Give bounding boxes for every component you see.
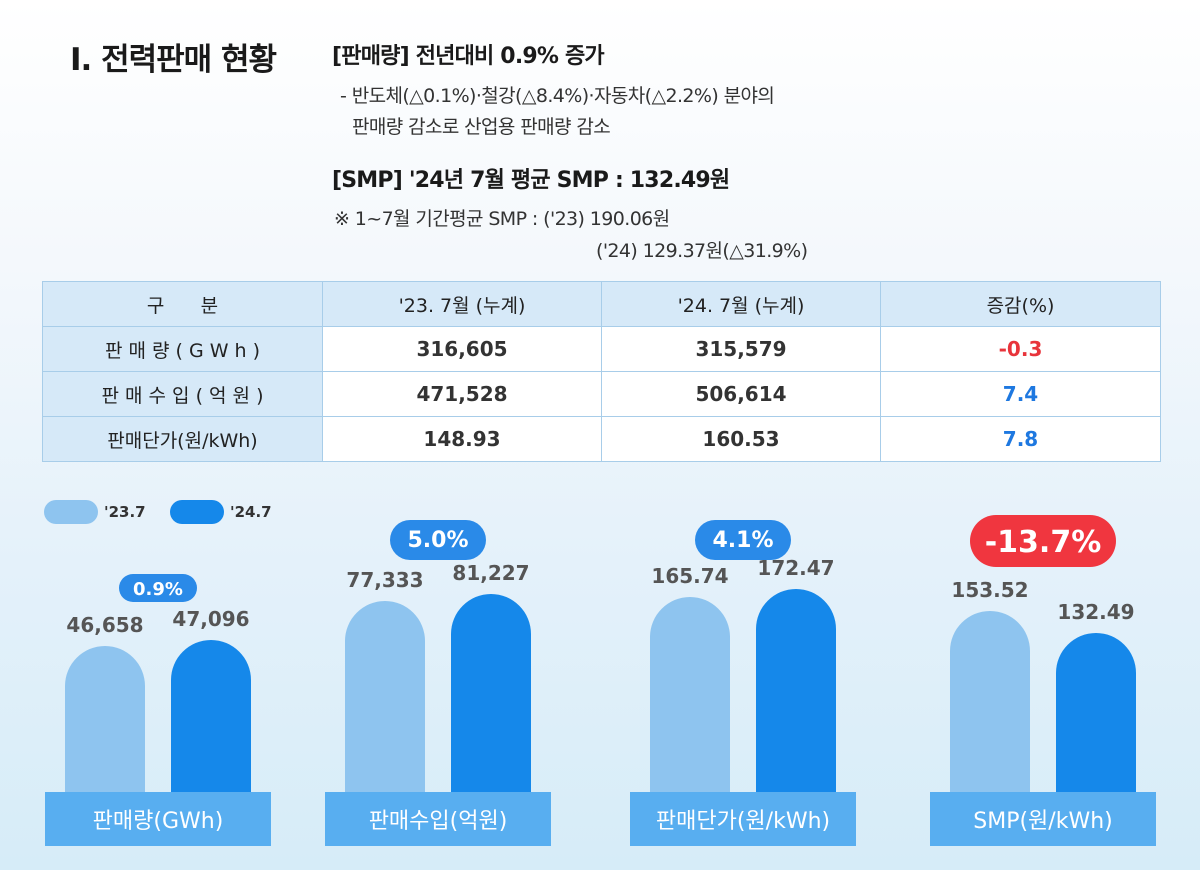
row-label: 판매단가(원/kWh) [42,416,323,462]
data-label: 153.52 [951,578,1028,602]
data-label: 165.74 [651,564,728,588]
bar-2024 [171,640,251,792]
legend-swatch-2024 [170,500,224,524]
header-2023: '23. 7월 (누계) [322,281,602,327]
section-title: Ⅰ. 전력판매 현황 [70,42,277,78]
smp-headline: [SMP] '24년 7월 평균 SMP : 132.49원 [332,168,730,193]
bar-2023 [950,611,1030,792]
data-label: 81,227 [452,561,529,585]
cell-2024: 160.53 [601,416,881,462]
change-label: 4.1% [712,528,773,553]
sales-table: 구 분 '23. 7월 (누계) '24. 7월 (누계) 증감(%) 판 매 … [42,281,1161,462]
data-label: 132.49 [1057,600,1134,624]
table-header-row: 구 분 '23. 7월 (누계) '24. 7월 (누계) 증감(%) [42,281,1161,327]
bar-2024 [451,594,531,792]
cell-2023: 471,528 [322,371,602,417]
row-label: 판 매 수 입 ( 억 원 ) [42,371,323,417]
sales-detail-1: - 반도체(△0.1%)·철강(△8.4%)·자동차(△2.2%) 분야의 [340,85,775,107]
change-badge [970,515,1116,567]
header-category: 구 분 [42,281,323,327]
change-badge [695,520,791,560]
smp-detail-2: ('24) 129.37원(△31.9%) [596,240,808,262]
header-change: 증감(%) [880,281,1161,327]
cell-2023: 316,605 [322,326,602,372]
bar-2023 [650,597,730,792]
bar-2024 [1056,633,1136,792]
category-label: 판매량(GWh) [93,809,224,834]
legend-label-2023: '23.7 [104,503,146,521]
bar-2023 [345,601,425,792]
data-label: 77,333 [346,568,423,592]
category-label: 판매단가(원/kWh) [656,809,830,834]
change-badge [390,520,486,560]
cell-2023: 148.93 [322,416,602,462]
cell-2024: 315,579 [601,326,881,372]
change-label: 5.0% [407,528,468,553]
change-label: -13.7% [985,525,1102,560]
legend-label-2024: '24.7 [230,503,272,521]
category-label: 판매수입(억원) [369,809,508,834]
data-label: 46,658 [66,613,143,637]
change-badge [119,574,197,602]
smp-detail-1: ※ 1~7월 기간평균 SMP : ('23) 190.06원 [334,208,670,230]
category-label: SMP(원/kWh) [973,809,1112,834]
table-row: 판매단가(원/kWh) 148.93 160.53 7.8 [42,416,1161,462]
category-box [930,792,1156,846]
category-box [45,792,271,846]
cell-change: 7.8 [880,416,1161,462]
legend-swatch-2023 [44,500,98,524]
header-2024: '24. 7월 (누계) [601,281,881,327]
category-box [630,792,856,846]
bar-2023 [65,646,145,792]
category-box [325,792,551,846]
cell-change: -0.3 [880,326,1161,372]
sales-detail-2: 판매량 감소로 산업용 판매량 감소 [352,116,611,138]
table-row: 판 매 수 입 ( 억 원 ) 471,528 506,614 7.4 [42,371,1161,417]
bar-2024 [756,589,836,792]
data-label: 47,096 [172,607,249,631]
change-label: 0.9% [133,579,183,600]
sales-headline: [판매량] 전년대비 0.9% 증가 [332,44,605,69]
